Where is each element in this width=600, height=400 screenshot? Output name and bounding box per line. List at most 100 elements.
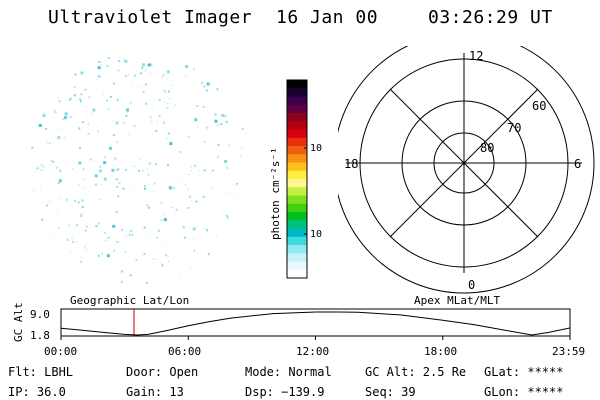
uv-pixel: [111, 168, 115, 172]
uv-pixel: [166, 137, 168, 139]
uv-pixel: [107, 108, 110, 110]
altitude-frame: [60, 308, 571, 337]
uv-pixel: [102, 120, 104, 122]
uv-pixel: [56, 212, 58, 214]
uv-pixel: [153, 182, 156, 185]
uv-pixel: [166, 78, 168, 80]
uv-pixel: [217, 144, 220, 146]
uv-pixel: [97, 131, 99, 133]
uv-pixel: [127, 74, 129, 76]
uv-pixel: [150, 236, 151, 238]
status-door: Door: Open: [126, 365, 199, 379]
uv-pixel: [147, 173, 150, 176]
uv-pixel: [80, 215, 83, 218]
uv-pixel: [95, 225, 98, 228]
colorbar-cell: [287, 80, 307, 89]
colorbar-cell: [287, 203, 307, 213]
colorbar-cell: [287, 220, 307, 230]
uv-pixel: [169, 142, 173, 146]
uv-pixel: [156, 122, 158, 124]
uv-pixel: [49, 200, 51, 202]
uv-pixel: [193, 249, 196, 252]
uv-pixel: [64, 116, 67, 120]
uv-pixel: [107, 57, 110, 59]
uv-pixel: [85, 244, 87, 246]
lat-label-70: 70: [507, 121, 521, 135]
status-glat: GLat: *****: [484, 365, 564, 379]
uv-pixel: [167, 260, 169, 262]
uv-pixel: [101, 252, 103, 255]
y-tick-label-9: 9.0: [30, 308, 50, 321]
x-tick-label-0000: 00:00: [44, 345, 78, 358]
uv-pixel: [190, 170, 192, 172]
uv-pixel: [57, 136, 61, 140]
uv-pixel: [98, 130, 99, 132]
uv-pixel: [197, 127, 199, 129]
uv-pixel: [153, 262, 155, 264]
altitude-ylabel: GC Alt: [12, 302, 25, 342]
uv-pixel: [206, 82, 210, 86]
status-gc-alt: GC Alt: 2.5 Re: [365, 365, 467, 379]
uv-pixel: [143, 226, 146, 229]
uv-pixel: [185, 184, 186, 185]
uv-pixel: [65, 198, 68, 201]
uv-pixel: [168, 90, 170, 93]
uv-pixel: [163, 214, 165, 216]
uv-pixel: [104, 231, 106, 234]
uv-pixel: [106, 64, 109, 67]
colorbar-cell: [287, 154, 307, 164]
uv-pixel: [233, 184, 235, 186]
uv-pixel: [162, 74, 165, 77]
uv-pixel: [38, 124, 42, 127]
uv-pixel: [158, 115, 161, 118]
colorbar-cell: [287, 236, 307, 246]
uv-pixel: [147, 63, 151, 67]
uv-pixel: [32, 190, 34, 192]
uv-pixel: [133, 187, 135, 189]
time-label: 03:26:29 UT: [428, 7, 553, 28]
uv-pixel: [124, 59, 128, 63]
altitude-x-ticks: [60, 336, 571, 340]
uv-pixel: [122, 58, 124, 60]
colorbar-tick-label-10: 10: [310, 229, 322, 240]
uv-pixel: [187, 66, 188, 68]
uv-pixel: [146, 204, 149, 207]
uv-pixel: [91, 239, 93, 241]
uv-pixel: [68, 99, 71, 101]
uv-pixel: [116, 168, 119, 171]
uv-pixel: [146, 168, 148, 170]
uv-pixel: [73, 94, 76, 97]
uv-pixel: [106, 99, 108, 102]
uv-pixel: [216, 88, 219, 91]
uv-pixel: [165, 254, 168, 257]
uv-pixel: [81, 206, 84, 209]
uv-pixel: [122, 243, 124, 245]
uv-pixel: [83, 178, 85, 180]
mlt-label-left: 18: [344, 157, 358, 171]
uv-pixel: [98, 222, 100, 225]
uv-pixel: [122, 187, 125, 190]
uv-pixel: [161, 76, 163, 78]
uv-pixel: [80, 93, 83, 96]
uv-pixel: [138, 169, 140, 172]
uv-pixel: [188, 173, 190, 175]
uv-pixel: [88, 96, 91, 99]
uv-pixel: [63, 246, 65, 248]
uv-pixel: [144, 83, 147, 86]
uv-pixel: [79, 146, 81, 149]
uv-pixel: [115, 178, 118, 181]
uv-pixel: [115, 211, 118, 214]
uv-pixel: [128, 133, 130, 135]
uv-pixel: [131, 81, 132, 83]
polar-diagonal-b: [389, 88, 539, 238]
uv-pixel: [163, 121, 166, 124]
uv-pixel: [152, 190, 154, 192]
uv-pixel: [144, 69, 147, 72]
uv-pixel: [42, 114, 46, 118]
colorbar-cell: [287, 269, 307, 279]
uv-pixel: [209, 79, 211, 81]
uv-pixel: [120, 281, 123, 284]
uv-pixel: [58, 179, 62, 183]
altitude-right-title: Apex MLat/MLT: [414, 294, 500, 307]
uv-pixel: [123, 121, 126, 124]
